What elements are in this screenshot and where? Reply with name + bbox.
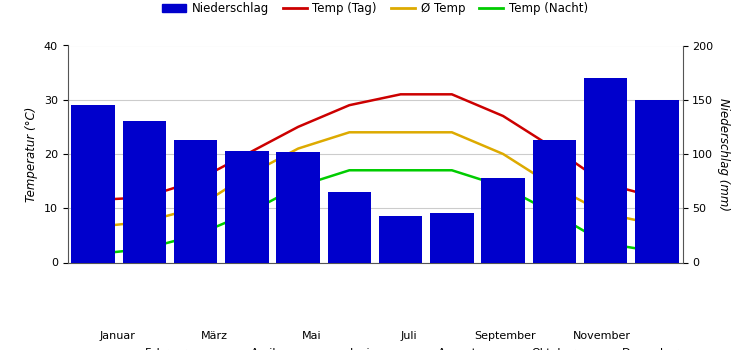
Text: März: März <box>201 331 228 341</box>
Y-axis label: Temperatur (°C): Temperatur (°C) <box>25 106 38 202</box>
Text: August: August <box>437 348 476 350</box>
Bar <box>482 178 525 262</box>
Bar <box>225 151 268 262</box>
Bar <box>379 216 422 262</box>
Text: Januar: Januar <box>100 331 136 341</box>
Text: Mai: Mai <box>302 331 322 341</box>
Bar <box>430 212 474 262</box>
Text: Juli: Juli <box>400 331 417 341</box>
Bar <box>174 140 217 262</box>
Text: April: April <box>251 348 276 350</box>
Bar <box>276 152 320 262</box>
Bar <box>532 140 576 262</box>
Text: September: September <box>475 331 536 341</box>
Bar <box>584 78 628 262</box>
Text: November: November <box>573 331 632 341</box>
Bar <box>71 105 115 262</box>
Bar <box>635 100 679 262</box>
Legend: Niederschlag, Temp (Tag), Ø Temp, Temp (Nacht): Niederschlag, Temp (Tag), Ø Temp, Temp (… <box>158 0 592 19</box>
Text: Februar: Februar <box>145 348 188 350</box>
Bar <box>328 192 371 262</box>
Y-axis label: Niederschlag (mm): Niederschlag (mm) <box>717 98 730 210</box>
Text: Oktober: Oktober <box>532 348 576 350</box>
Bar <box>122 121 166 262</box>
Text: Dezember: Dezember <box>622 348 680 350</box>
Text: Juni: Juni <box>350 348 370 350</box>
